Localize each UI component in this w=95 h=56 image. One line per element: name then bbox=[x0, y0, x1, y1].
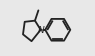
Text: N: N bbox=[38, 26, 45, 34]
